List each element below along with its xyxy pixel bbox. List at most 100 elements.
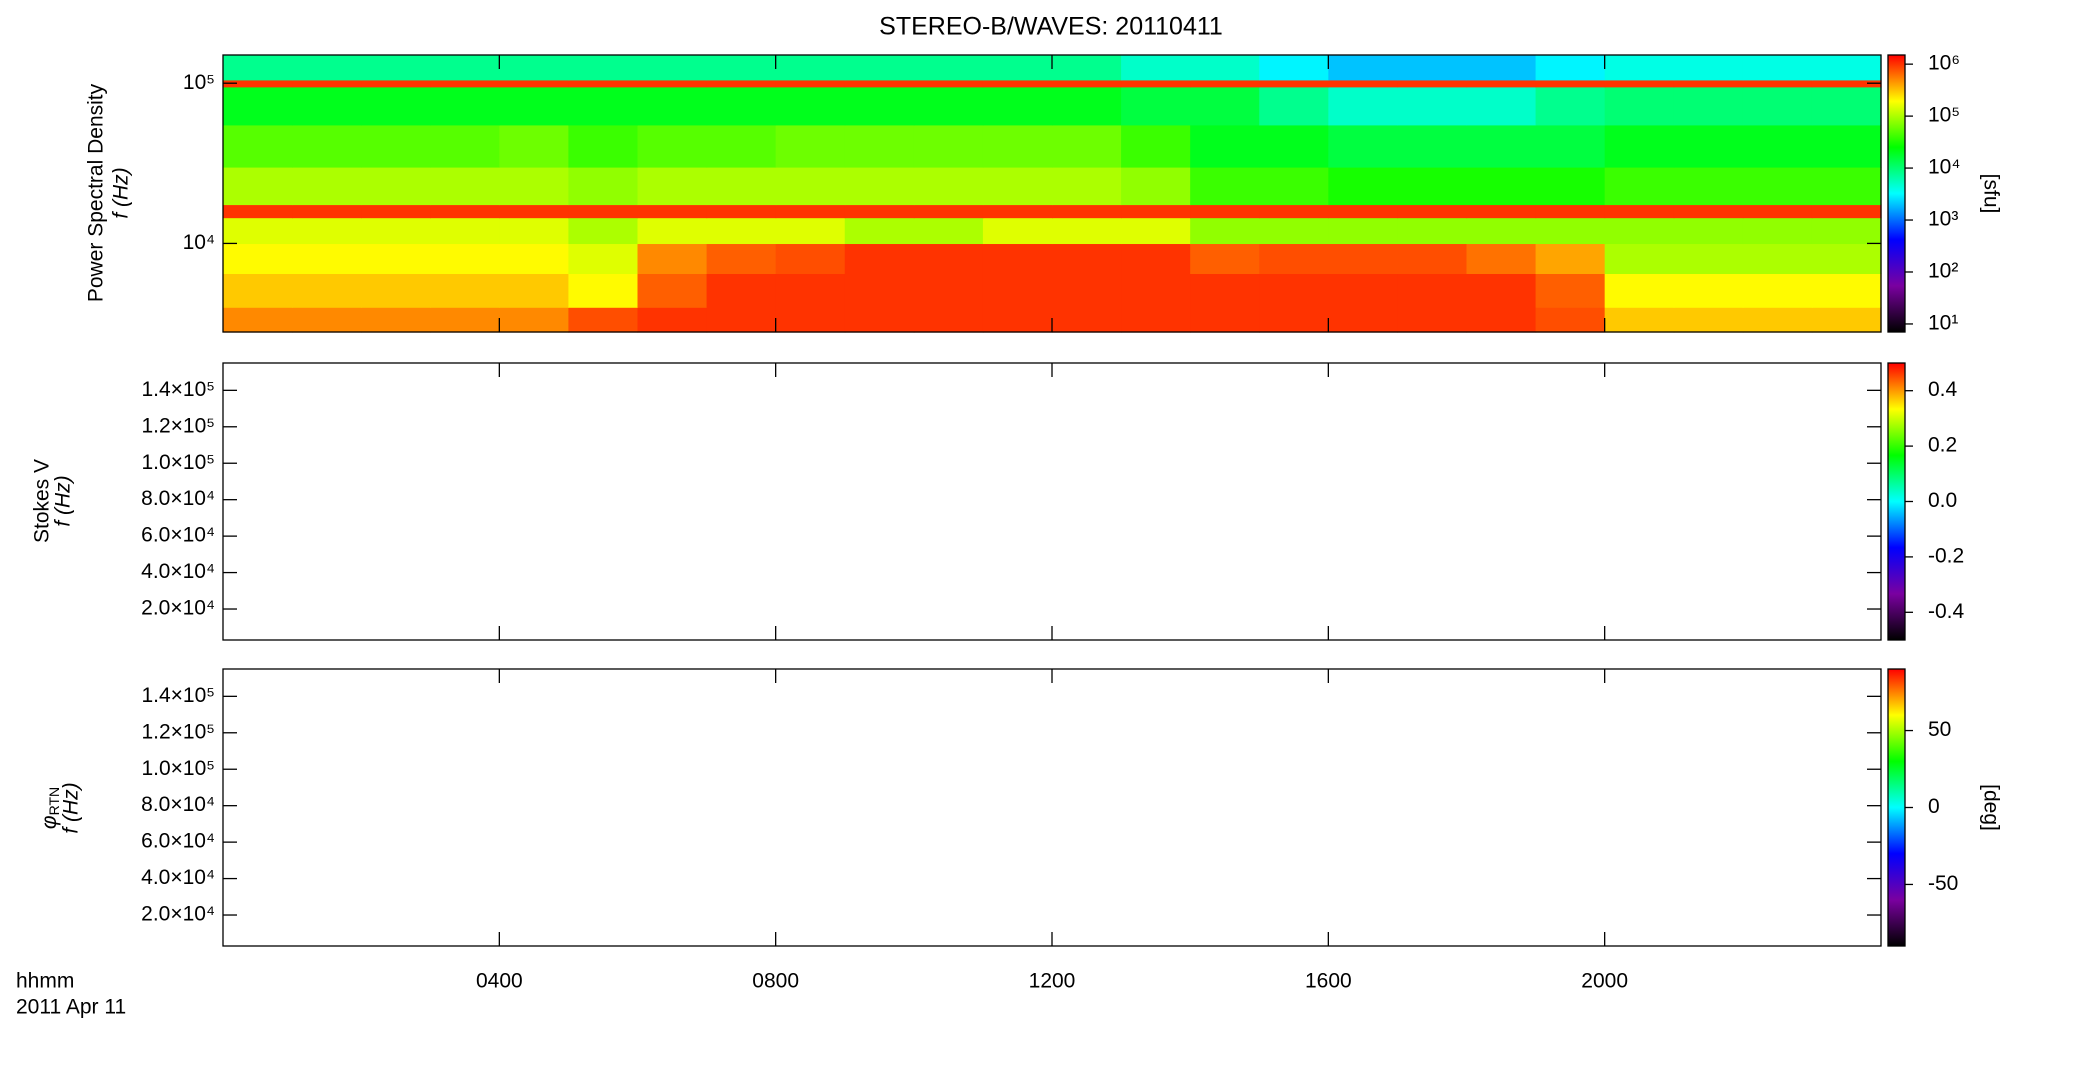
heatmap-cell bbox=[499, 204, 570, 219]
heatmap-cell bbox=[775, 86, 846, 126]
heatmap-cell bbox=[913, 204, 984, 219]
heatmap-cell bbox=[499, 273, 570, 308]
heatmap-cell bbox=[844, 243, 915, 275]
heatmap-cell bbox=[1535, 55, 1606, 81]
colorbar-tick-label: 10² bbox=[1928, 260, 1958, 283]
chart-title: STEREO-B/WAVES: 20110411 bbox=[879, 13, 1223, 41]
heatmap-cell bbox=[1466, 204, 1537, 219]
y-tick-label: 2.0×10⁴ bbox=[141, 903, 215, 926]
heatmap-cell bbox=[637, 55, 708, 81]
heatmap-cell bbox=[844, 79, 915, 88]
heatmap-cell bbox=[982, 273, 1053, 308]
heatmap-cell bbox=[1259, 166, 1329, 206]
heatmap-cell bbox=[1259, 204, 1329, 219]
heatmap-cell bbox=[1397, 204, 1468, 219]
heatmap-cell bbox=[1535, 204, 1606, 219]
heatmap-cell bbox=[1742, 273, 1813, 308]
heatmap-cell bbox=[844, 124, 915, 168]
heatmap-cell bbox=[1259, 217, 1329, 245]
heatmap-cell bbox=[1466, 217, 1537, 245]
heatmap-cell bbox=[913, 86, 984, 126]
heatmap-cell bbox=[1397, 273, 1468, 308]
heatmap-cell bbox=[568, 273, 639, 308]
heatmap-cell bbox=[1259, 307, 1329, 333]
heatmap-cell bbox=[637, 204, 708, 219]
heatmap-cell bbox=[568, 166, 639, 206]
heatmap-cell bbox=[1673, 124, 1744, 168]
heatmap-cell bbox=[1466, 273, 1537, 308]
colorbar-label-group: [sfu] bbox=[1979, 174, 2002, 214]
heatmap-cell bbox=[223, 79, 293, 88]
heatmap-cell bbox=[223, 86, 293, 126]
heatmap-cell bbox=[1052, 124, 1122, 168]
heatmap-cell bbox=[1535, 243, 1606, 275]
axes bbox=[222, 362, 1882, 641]
heatmap-cell bbox=[568, 204, 639, 219]
heatmap-cell bbox=[1604, 55, 1675, 81]
heatmap-cell bbox=[292, 273, 362, 308]
heatmap-cell bbox=[1397, 307, 1468, 333]
heatmap-cell bbox=[775, 55, 846, 81]
heatmap-cell bbox=[499, 55, 570, 81]
heatmap-cell bbox=[1328, 124, 1399, 168]
y-tick-label: 8.0×10⁴ bbox=[141, 793, 215, 816]
heatmap-cell bbox=[1604, 243, 1675, 275]
heatmap-cell bbox=[223, 307, 293, 333]
heatmap-cell bbox=[430, 243, 500, 275]
heatmap-cell bbox=[982, 86, 1053, 126]
heatmap-cell bbox=[913, 55, 984, 81]
heatmap-cell bbox=[223, 273, 293, 308]
colorbar bbox=[1887, 54, 1906, 333]
heatmap-cell bbox=[982, 124, 1053, 168]
heatmap-cell bbox=[1535, 217, 1606, 245]
x-tick-label: 1200 bbox=[1029, 970, 1076, 993]
heatmap-cell bbox=[568, 55, 639, 81]
heatmap-cell bbox=[1811, 55, 1882, 81]
heatmap-cell bbox=[361, 166, 431, 206]
heatmap-cell bbox=[1397, 86, 1468, 126]
y-axis-label: f (Hz) bbox=[52, 475, 75, 526]
heatmap-cell bbox=[430, 79, 500, 88]
heatmap-cell bbox=[1121, 166, 1191, 206]
y-tick-label: 1.0×10⁵ bbox=[141, 757, 215, 780]
heatmap-cell bbox=[1052, 217, 1122, 245]
heatmap-cell bbox=[1535, 307, 1606, 333]
heatmap-cell bbox=[1466, 79, 1537, 88]
heatmap-cell bbox=[844, 307, 915, 333]
heatmap-cell bbox=[1052, 166, 1122, 206]
heatmap-cell bbox=[1604, 124, 1675, 168]
heatmap-cell bbox=[982, 217, 1053, 245]
x-axis-label: 2011 Apr 11 bbox=[16, 996, 126, 1019]
colorbar-tick-label: 0.2 bbox=[1928, 434, 1957, 457]
heatmap-cell bbox=[1742, 79, 1813, 88]
heatmap-cell bbox=[292, 124, 362, 168]
heatmap-cell bbox=[1190, 55, 1260, 81]
heatmap-cell bbox=[1535, 79, 1606, 88]
heatmap-cell bbox=[706, 79, 777, 88]
x-tick-label: 2000 bbox=[1581, 970, 1628, 993]
heatmap-cell bbox=[430, 273, 500, 308]
heatmap-cell bbox=[292, 243, 362, 275]
heatmap-cell bbox=[292, 79, 362, 88]
heatmap-cell bbox=[844, 166, 915, 206]
heatmap-cell bbox=[1052, 243, 1122, 275]
heatmap-cell bbox=[1604, 166, 1675, 206]
x-tick-label: 0400 bbox=[476, 970, 523, 993]
heatmap-cell bbox=[1259, 243, 1329, 275]
heatmap-cell bbox=[1328, 166, 1399, 206]
heatmap-cell bbox=[430, 166, 500, 206]
heatmap-cell bbox=[1673, 204, 1744, 219]
heatmap-cell bbox=[1259, 273, 1329, 308]
x-tick-label: 0800 bbox=[752, 970, 799, 993]
colorbar-tick-label: -50 bbox=[1928, 872, 1958, 895]
heatmap-cell bbox=[775, 204, 846, 219]
heatmap-cell bbox=[913, 307, 984, 333]
heatmap-cell bbox=[1673, 217, 1744, 245]
y-axis-label: Power Spectral Density bbox=[85, 83, 108, 302]
heatmap-cell bbox=[1328, 204, 1399, 219]
heatmap-cell bbox=[706, 307, 777, 333]
heatmap-cell bbox=[499, 307, 570, 333]
heatmap-cell bbox=[1052, 204, 1122, 219]
heatmap-cell bbox=[637, 166, 708, 206]
